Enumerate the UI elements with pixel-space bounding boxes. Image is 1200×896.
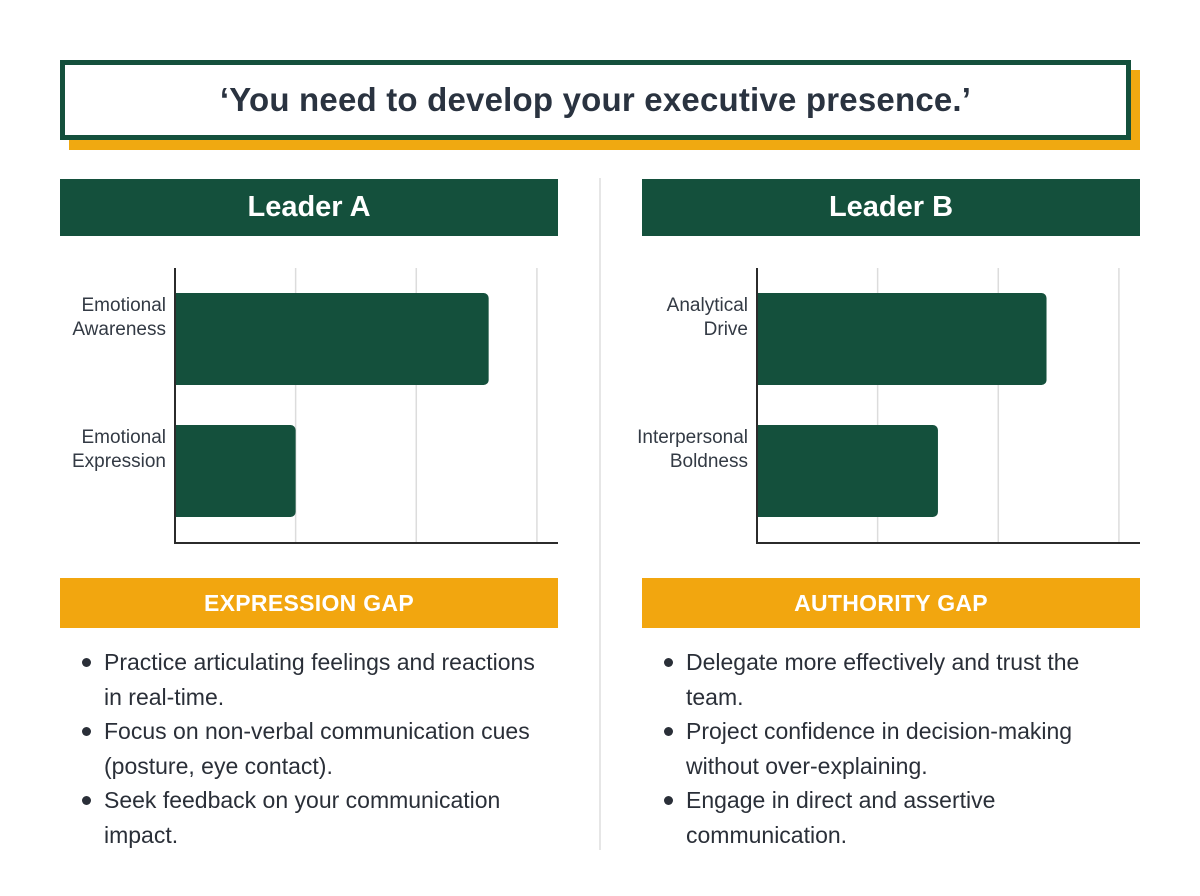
recommendation-text: Delegate more effectively and trust the …	[686, 649, 1080, 710]
recommendation-text: Project confidence in decision-making wi…	[686, 718, 1073, 779]
recommendation-text: Practice articulating feelings and react…	[104, 649, 535, 710]
bullet-dot-icon	[664, 727, 673, 736]
leader-a-chart: Emotional Awareness Emotional Expression	[60, 265, 558, 547]
bar-1-base	[175, 293, 185, 385]
leader-a-recommendations: Practice articulating feelings and react…	[60, 645, 558, 852]
recommendation-item: Focus on non-verbal communication cues (…	[60, 714, 558, 783]
bar-2-base	[757, 425, 767, 517]
leader-a-category-label-2: Emotional Expression	[26, 426, 166, 474]
category-label-line: Expression	[72, 451, 166, 472]
quote-banner: ‘You need to develop your executive pres…	[60, 60, 1131, 140]
recommendation-text: Focus on non-verbal communication cues (…	[104, 718, 530, 779]
bar-2	[757, 425, 938, 517]
bullet-dot-icon	[664, 658, 673, 667]
category-label-line: Awareness	[72, 319, 166, 340]
expression-gap-header: EXPRESSION GAP	[60, 578, 558, 628]
leader-b-category-label-2: Interpersonal Boldness	[608, 426, 748, 474]
bullet-dot-icon	[82, 796, 91, 805]
category-label-line: Boldness	[669, 451, 748, 472]
category-label-line: Emotional	[81, 295, 167, 316]
panel-divider	[599, 178, 601, 850]
leader-b-recommendations: Delegate more effectively and trust the …	[642, 645, 1140, 852]
recommendation-item: Engage in direct and assertive communica…	[642, 783, 1140, 852]
category-label-line: Interpersonal	[637, 427, 748, 448]
category-label-line: Emotional	[81, 427, 167, 448]
bar-1	[757, 293, 1047, 385]
leader-a-title: Leader A	[60, 179, 558, 236]
bullet-dot-icon	[82, 658, 91, 667]
leader-a-panel: Leader A Emotional Awareness Emotional E…	[60, 179, 558, 869]
authority-gap-header: AUTHORITY GAP	[642, 578, 1140, 628]
bullet-dot-icon	[664, 796, 673, 805]
recommendation-item: Delegate more effectively and trust the …	[642, 645, 1140, 714]
leader-b-chart-svg	[756, 268, 1140, 544]
recommendation-item: Project confidence in decision-making wi…	[642, 714, 1140, 783]
quote-text: ‘You need to develop your executive pres…	[219, 81, 972, 118]
category-label-line: Analytical	[666, 295, 748, 316]
leader-b-category-label-1: Analytical Drive	[608, 294, 748, 342]
bar-1-base	[757, 293, 767, 385]
bar-2-base	[175, 425, 185, 517]
leader-b-chart: Analytical Drive Interpersonal Boldness	[637, 265, 1140, 547]
category-label-line: Drive	[703, 319, 748, 340]
recommendation-text: Engage in direct and assertive communica…	[686, 787, 996, 848]
leader-b-title: Leader B	[642, 179, 1140, 236]
bar-2	[175, 425, 296, 517]
leader-a-category-label-1: Emotional Awareness	[26, 294, 166, 342]
recommendation-text: Seek feedback on your communication impa…	[104, 787, 501, 848]
leader-a-chart-svg	[174, 268, 558, 544]
recommendation-item: Seek feedback on your communication impa…	[60, 783, 558, 852]
leader-b-panel: Leader B Analytical Drive Interpersonal …	[637, 179, 1140, 869]
bar-1	[175, 293, 489, 385]
recommendation-item: Practice articulating feelings and react…	[60, 645, 558, 714]
bullet-dot-icon	[82, 727, 91, 736]
